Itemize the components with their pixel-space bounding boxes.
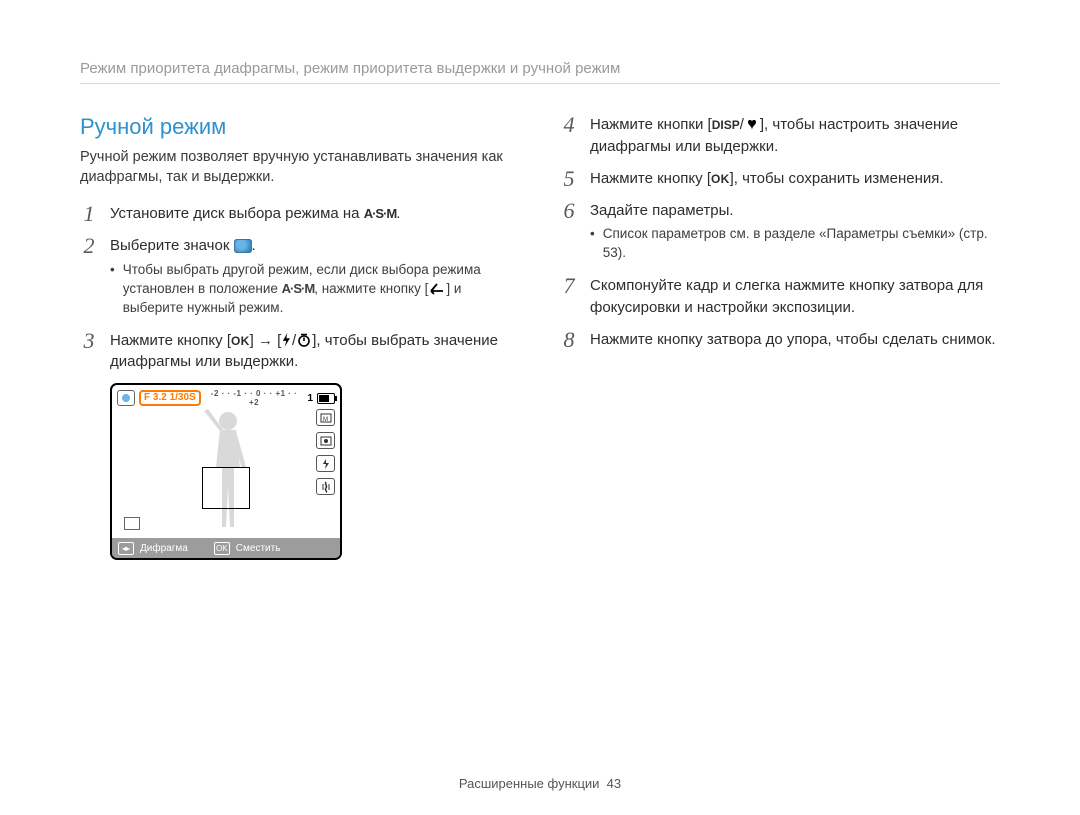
step-body: Задайте параметры. • Список параметров с… — [590, 200, 1000, 266]
step2-sub-b: , нажмите кнопку [ — [314, 281, 428, 296]
step-body: Нажмите кнопки [DISP/], чтобы настроить … — [590, 114, 1000, 158]
step-body: Установите диск выбора режима на A·S·M. — [110, 203, 520, 225]
page: Режим приоритета диафрагмы, режим приори… — [0, 0, 1080, 815]
right-column: 4 Нажмите кнопки [DISP/], чтобы настроит… — [560, 114, 1000, 560]
step2-text-a: Выберите значок — [110, 237, 234, 254]
section-intro: Ручной режим позволяет вручную устанавли… — [80, 148, 520, 187]
battery-icon — [317, 393, 335, 404]
focus-frame — [202, 467, 250, 509]
camera-bottom-bar: ◂▸ Дифрагма OK Сместить — [112, 538, 340, 558]
step3-b: ] → [ — [250, 332, 282, 349]
step6-sub: • Список параметров см. в разделе «Парам… — [590, 225, 1000, 263]
step-number: 6 — [560, 200, 578, 266]
step-number: 1 — [80, 203, 98, 225]
asm-icon: A·S·M — [282, 281, 315, 296]
step2-text-b: . — [252, 237, 256, 254]
step3-c: / — [292, 332, 296, 349]
page-footer: Расширенные функции 43 — [0, 776, 1080, 791]
disp-icon: DISP — [712, 118, 740, 132]
shot-count: 1 — [307, 393, 313, 404]
step-number: 2 — [80, 235, 98, 319]
content-columns: Ручной режим Ручной режим позволяет вруч… — [80, 114, 1000, 560]
step3-a: Нажмите кнопку [ — [110, 332, 231, 349]
step-3: 3 Нажмите кнопку [OK] → [/], чтобы выбра… — [80, 330, 520, 374]
ok-icon: OK — [711, 172, 730, 186]
asm-icon: A·S·M — [364, 206, 397, 221]
step-body: Нажмите кнопку затвора до упора, чтобы с… — [590, 329, 1000, 351]
step2-sub: • Чтобы выбрать другой режим, если диск … — [110, 261, 520, 318]
step5-b: ], чтобы сохранить изменения. — [730, 170, 944, 187]
ok-icon: OK — [231, 334, 250, 348]
timer-icon — [297, 333, 311, 347]
left-right-icon: ◂▸ — [118, 542, 134, 555]
step6-text: Задайте параметры. — [590, 202, 734, 219]
bottom-right-label: Сместить — [236, 543, 281, 554]
step-7: 7 Скомпонуйте кадр и слегка нажмите кноп… — [560, 275, 1000, 319]
bullet-dot: • — [110, 261, 115, 318]
step1-text-a: Установите диск выбора режима на — [110, 205, 364, 222]
step-number: 3 — [80, 330, 98, 374]
step5-a: Нажмите кнопку [ — [590, 170, 711, 187]
step1-text-b: . — [396, 205, 400, 222]
footer-section: Расширенные функции — [459, 776, 600, 791]
mode-m-icon — [234, 239, 252, 253]
step4-b: / — [740, 116, 744, 133]
step-number: 8 — [560, 329, 578, 351]
step-number: 5 — [560, 168, 578, 190]
step-6: 6 Задайте параметры. • Список параметров… — [560, 200, 1000, 266]
step2-sub-body: Чтобы выбрать другой режим, если диск вы… — [123, 261, 520, 318]
camera-viewport — [112, 403, 340, 538]
footer-page: 43 — [607, 776, 621, 791]
step4-a: Нажмите кнопки [ — [590, 116, 712, 133]
af-point-icon — [124, 517, 140, 530]
section-title: Ручной режим — [80, 114, 520, 140]
breadcrumb: Режим приоритета диафрагмы, режим приори… — [80, 60, 1000, 84]
step-body: Выберите значок . • Чтобы выбрать другой… — [110, 235, 520, 319]
macro-icon — [745, 117, 759, 131]
back-icon — [429, 281, 445, 295]
step6-sub-text: Список параметров см. в разделе «Парамет… — [603, 225, 1000, 263]
step-5: 5 Нажмите кнопку [OK], чтобы сохранить и… — [560, 168, 1000, 190]
left-column: Ручной режим Ручной режим позволяет вруч… — [80, 114, 520, 560]
step-body: Скомпонуйте кадр и слегка нажмите кнопку… — [590, 275, 1000, 319]
step-1: 1 Установите диск выбора режима на A·S·M… — [80, 203, 520, 225]
step-number: 7 — [560, 275, 578, 319]
bullet-dot: • — [590, 225, 595, 263]
step-body: Нажмите кнопку [OK] → [/], чтобы выбрать… — [110, 330, 520, 374]
ok-small-icon: OK — [214, 542, 230, 555]
step-body: Нажмите кнопку [OK], чтобы сохранить изм… — [590, 168, 1000, 190]
step-number: 4 — [560, 114, 578, 158]
flash-icon — [282, 333, 291, 347]
step-2: 2 Выберите значок . • Чтобы выбрать друг… — [80, 235, 520, 319]
step-8: 8 Нажмите кнопку затвора до упора, чтобы… — [560, 329, 1000, 351]
step-4: 4 Нажмите кнопки [DISP/], чтобы настроит… — [560, 114, 1000, 158]
camera-preview: F 3.2 1/30S -2 · · -1 · · 0 · · +1 · · +… — [110, 383, 342, 560]
bottom-left-label: Дифрагма — [140, 543, 188, 554]
